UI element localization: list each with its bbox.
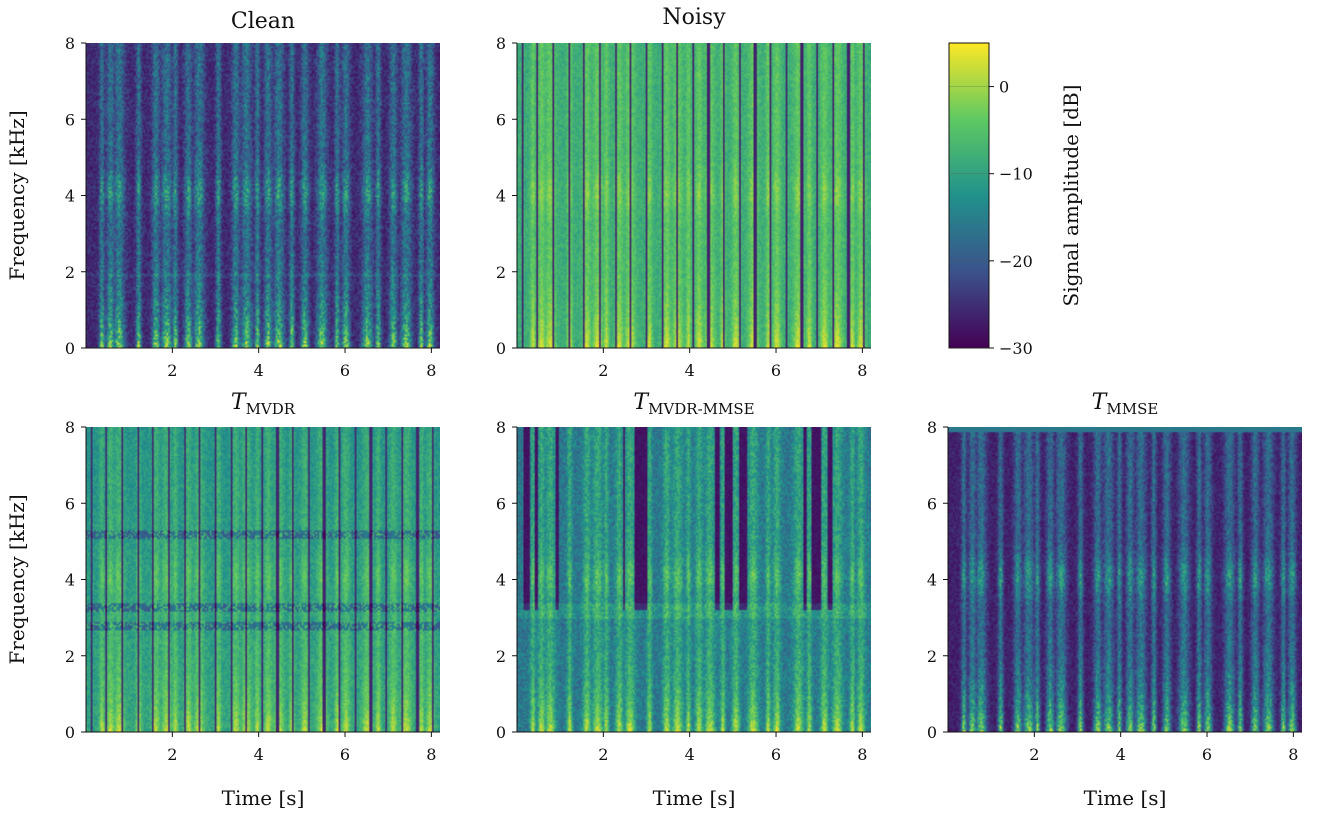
title-mvdr: TMVDR xyxy=(83,390,443,418)
y-axis-label: Frequency [kHz] xyxy=(5,110,29,280)
colorbar-tick-label: −10 xyxy=(999,165,1033,184)
x-tick-label: 2 xyxy=(1029,745,1039,764)
y-tick-label: 6 xyxy=(65,494,75,513)
x-tick-label: 8 xyxy=(426,745,436,764)
y-tick-label: 8 xyxy=(927,418,937,437)
x-axis-label: Time [s] xyxy=(1084,786,1167,810)
spectrogram-mvdr xyxy=(86,427,440,732)
y-tick-label: 0 xyxy=(927,723,937,742)
title-clean: Clean xyxy=(83,9,443,34)
y-tick-label: 2 xyxy=(65,647,75,666)
y-tick-label: 0 xyxy=(65,339,75,358)
colorbar-tick-label: −20 xyxy=(999,252,1033,271)
x-axis-label: Time [s] xyxy=(222,786,305,810)
title-mvdr-subscript: MVDR xyxy=(245,400,296,418)
title-mvdr-symbol: T xyxy=(230,390,246,415)
x-tick-label: 8 xyxy=(857,361,867,380)
colorbar-label: Signal amplitude [dB] xyxy=(1059,85,1083,307)
y-axis-label: Frequency [kHz] xyxy=(5,494,29,664)
x-tick-label: 2 xyxy=(167,745,177,764)
x-tick-label: 4 xyxy=(1116,745,1126,764)
y-tick-label: 8 xyxy=(65,418,75,437)
title-mmse-subscript: MMSE xyxy=(1106,400,1159,418)
spectrogram-mvdrmmse xyxy=(517,427,871,732)
title-mmse-symbol: T xyxy=(1091,390,1107,415)
x-tick-label: 6 xyxy=(340,745,350,764)
y-tick-label: 2 xyxy=(496,647,506,666)
x-tick-label: 4 xyxy=(254,361,264,380)
title-mvdr-mmse-symbol: T xyxy=(633,390,649,415)
x-tick-label: 6 xyxy=(1202,745,1212,764)
title-noisy-text: Noisy xyxy=(662,5,726,30)
title-mvdr-mmse-subscript: MVDR-MMSE xyxy=(648,400,755,418)
x-tick-label: 4 xyxy=(685,361,695,380)
spectrogram-clean xyxy=(86,43,440,348)
title-clean-text: Clean xyxy=(230,9,296,34)
x-tick-label: 6 xyxy=(771,361,781,380)
x-tick-label: 8 xyxy=(426,361,436,380)
x-tick-label: 4 xyxy=(685,745,695,764)
y-tick-label: 0 xyxy=(496,339,506,358)
x-tick-label: 4 xyxy=(254,745,264,764)
y-tick-label: 4 xyxy=(496,187,506,206)
y-tick-label: 8 xyxy=(496,34,506,53)
y-tick-label: 6 xyxy=(496,494,506,513)
x-tick-label: 6 xyxy=(340,361,350,380)
title-noisy: Noisy xyxy=(514,5,874,30)
y-tick-label: 2 xyxy=(927,647,937,666)
y-tick-label: 2 xyxy=(65,263,75,282)
x-tick-label: 2 xyxy=(598,745,608,764)
colorbar-tick-label: 0 xyxy=(999,78,1009,97)
x-tick-label: 2 xyxy=(167,361,177,380)
colorbar-tick-label: −30 xyxy=(999,339,1033,358)
y-tick-label: 6 xyxy=(65,110,75,129)
title-mmse: TMMSE xyxy=(945,390,1305,418)
x-axis-label: Time [s] xyxy=(653,786,736,810)
y-tick-label: 4 xyxy=(496,571,506,590)
colorbar xyxy=(948,42,990,349)
y-tick-label: 8 xyxy=(65,34,75,53)
y-tick-label: 6 xyxy=(927,494,937,513)
y-tick-label: 8 xyxy=(496,418,506,437)
title-mvdr-mmse: TMVDR-MMSE xyxy=(514,390,874,418)
y-tick-label: 6 xyxy=(496,110,506,129)
y-tick-label: 4 xyxy=(65,571,75,590)
spectrogram-noisy xyxy=(517,43,871,348)
y-tick-label: 2 xyxy=(496,263,506,282)
y-tick-label: 4 xyxy=(65,187,75,206)
y-tick-label: 0 xyxy=(496,723,506,742)
x-tick-label: 8 xyxy=(857,745,867,764)
x-tick-label: 8 xyxy=(1288,745,1298,764)
y-tick-label: 4 xyxy=(927,571,937,590)
x-tick-label: 6 xyxy=(771,745,781,764)
x-tick-label: 2 xyxy=(598,361,608,380)
spectrogram-mmse xyxy=(948,427,1302,732)
y-tick-label: 0 xyxy=(65,723,75,742)
